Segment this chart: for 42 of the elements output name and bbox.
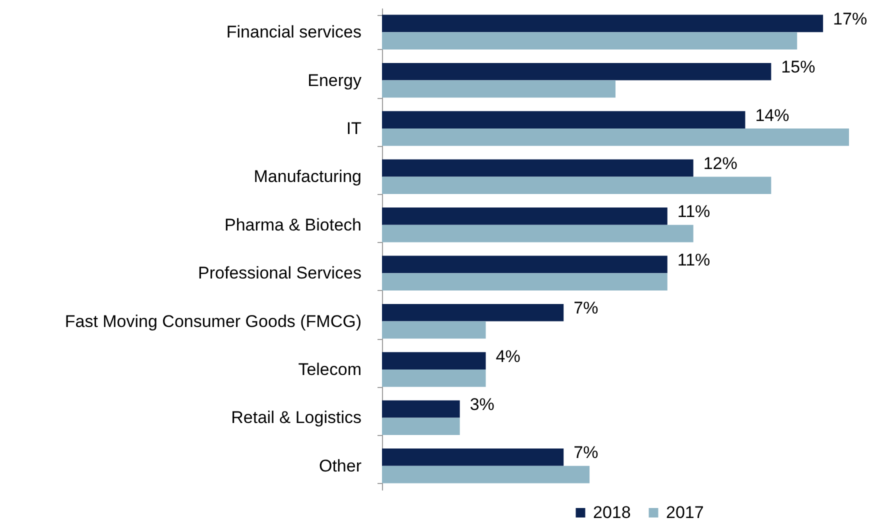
bar xyxy=(382,111,746,128)
y-tick-label: Energy xyxy=(308,70,362,90)
y-tick-label: Financial services xyxy=(226,22,362,42)
y-tick-label: Pharma & Biotech xyxy=(224,215,362,234)
y-tick-label: Other xyxy=(318,456,362,476)
data-label: 11% xyxy=(677,250,710,270)
data-label: 17% xyxy=(833,9,868,28)
bar xyxy=(382,14,824,32)
data-label: 4% xyxy=(496,346,520,366)
bar xyxy=(382,80,616,98)
data-label: 3% xyxy=(470,395,494,414)
bar xyxy=(382,448,564,466)
y-tick-label: Professional Services xyxy=(198,264,362,283)
legend-label: 2017 xyxy=(666,502,704,522)
y-tick-label: Retail & Logistics xyxy=(231,408,362,428)
data-label: 14% xyxy=(755,106,790,125)
bar xyxy=(382,304,564,322)
bar xyxy=(382,208,668,225)
data-label: 11% xyxy=(677,202,710,222)
bar xyxy=(382,370,486,387)
data-label: 7% xyxy=(574,298,598,318)
bar xyxy=(382,128,849,146)
bar xyxy=(382,400,460,418)
y-tick-label: Fast Moving Consumer Goods (FMCG) xyxy=(64,312,362,331)
y-tick-label: IT xyxy=(346,119,362,138)
bar xyxy=(382,273,668,290)
bar xyxy=(382,321,486,339)
bar xyxy=(382,466,590,484)
data-label: 12% xyxy=(703,154,738,174)
bar xyxy=(382,224,694,242)
bar xyxy=(382,256,668,274)
legend-label: 2018 xyxy=(593,502,631,522)
data-label: 7% xyxy=(574,443,598,462)
bar xyxy=(382,159,694,177)
bar xyxy=(382,418,460,436)
y-tick-label: Manufacturing xyxy=(254,167,362,186)
bar xyxy=(382,32,798,50)
data-label: 15% xyxy=(781,58,816,77)
bar xyxy=(382,62,772,80)
y-tick-label: Telecom xyxy=(298,360,362,379)
bar xyxy=(382,176,772,194)
bar xyxy=(382,352,486,370)
